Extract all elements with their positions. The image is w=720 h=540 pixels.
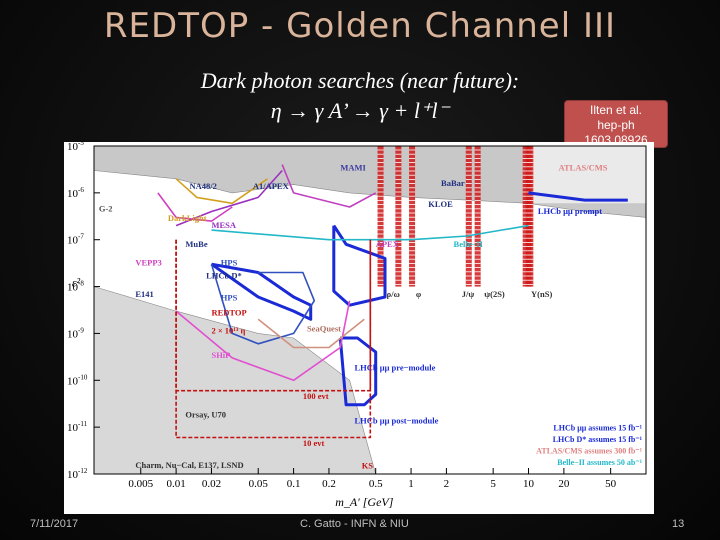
decay-formula: η → γ A’ → γ + l⁺l⁻ — [270, 98, 450, 123]
x-tick-label: 1 — [408, 478, 414, 490]
x-tick-label: 2 — [444, 478, 450, 490]
footer-author: C. Gatto - INFN & NIU — [300, 518, 409, 530]
plot-label: MuBe — [185, 239, 207, 249]
plot-label: ATLAS/CMS — [559, 163, 608, 173]
plot-label: KS — [362, 461, 374, 471]
plot-label: HPS — [221, 258, 238, 268]
y-tick-label: 10-6 — [67, 186, 84, 200]
resonance-band-4 — [474, 146, 481, 287]
plot-label: REDTOP — [211, 308, 246, 318]
plot-label: LHCb D* — [206, 270, 242, 280]
plot-label: G-2 — [99, 204, 113, 214]
footer-page-number: 13 — [672, 518, 685, 530]
y-axis-label: ε² — [72, 276, 81, 290]
slide-subtitle: Dark photon searches (near future): — [200, 68, 520, 93]
series-curve-7 — [281, 164, 377, 208]
x-tick-label: 0.1 — [287, 478, 301, 490]
x-tick-label: 10 — [523, 478, 535, 490]
plot-label: SHiP — [211, 350, 230, 360]
plot-label: LHCb μμ prompt — [538, 206, 602, 216]
plot-label: 2 × 10¹³ η — [211, 325, 245, 335]
y-tick-label: 10-10 — [67, 373, 88, 387]
x-tick-label: 0.5 — [369, 478, 383, 490]
series-curve-8 — [210, 263, 316, 345]
x-tick-label: 0.005 — [128, 478, 153, 490]
plot-label: 100 evt — [303, 391, 329, 401]
plot-label: Orsay, U70 — [185, 410, 226, 420]
plot-label: J/ψ — [462, 289, 475, 299]
footer-date: 7/11/2017 — [30, 518, 79, 530]
y-tick-exponent: -10 — [78, 373, 88, 381]
series-curve-10 — [257, 318, 365, 349]
plot-label: φ — [416, 289, 421, 299]
plot-label: LHCb μμ post−module — [354, 415, 438, 425]
x-tick-label: 0.01 — [166, 478, 185, 490]
legend-entry: LHCb D* assumes 15 fb⁻¹ — [553, 435, 643, 444]
reference-box: Ilten et al. hep-ph 1603.08926 — [564, 100, 668, 148]
series-curve-0 — [332, 224, 387, 307]
plot-label: LHCb μμ pre−module — [354, 363, 435, 373]
plot-label: E141 — [135, 289, 153, 299]
y-tick-label: 10-11 — [67, 420, 88, 434]
plot-label: Υ(nS) — [531, 289, 552, 299]
x-tick-label: 20 — [558, 478, 570, 490]
plot-label: Charm, Nu−Cal, E137, LSND — [135, 460, 243, 470]
resonance-band-3 — [465, 146, 472, 287]
resonance-band-1 — [395, 146, 402, 287]
y-tick-label: 10-7 — [67, 233, 84, 247]
reference-line-2: hep-ph — [597, 118, 635, 132]
slide-title: REDTOP - Golden Channel III — [103, 6, 617, 46]
sensitivity-chart: 10-12 10-11 10-10 10-9 10 -8 10-7 10-6 10-5 0.005… — [64, 139, 654, 514]
reference-line-1: Ilten et al. — [589, 103, 643, 117]
series-curve-6 — [157, 192, 233, 222]
plot-label: VEPP3 — [135, 258, 161, 268]
plot-label: BaBar — [441, 178, 465, 188]
plot-label: ψ(2S) — [484, 289, 505, 299]
y-tick-label: 10-12 — [67, 467, 88, 481]
series-curve-2 — [210, 262, 313, 321]
y-tick-exponent: -12 — [78, 467, 88, 475]
legend-entry: ATLAS/CMS assumes 300 fb⁻¹ — [536, 446, 642, 455]
x-tick-label: 5 — [490, 478, 496, 490]
plot-label: SeaQuest — [307, 323, 341, 333]
y-tick-label: 10-9 — [67, 326, 84, 340]
series-curve-12 — [175, 239, 372, 439]
plot-label: MAMI — [340, 163, 366, 173]
plot-label: ρ/ω — [387, 289, 400, 299]
legend-entry: Belle−II assumes 50 ab⁻¹ — [557, 458, 642, 467]
y-tick-label: 10-5 — [67, 142, 84, 153]
plot-label: KLOE — [428, 199, 453, 209]
y-tick-exponent: -9 — [78, 326, 84, 334]
lhcb-prompt-region — [528, 146, 646, 204]
series-curve-9 — [175, 300, 351, 382]
resonance-band-2 — [409, 146, 416, 287]
plot-label: MESA — [211, 220, 236, 230]
series-curve-3 — [211, 224, 529, 241]
plot-frame — [93, 145, 647, 475]
series-curve-5 — [175, 178, 268, 205]
x-tick-label: 0.02 — [202, 478, 221, 490]
y-tick-exponent: -11 — [78, 420, 88, 428]
series-curve-1 — [338, 336, 378, 407]
x-axis-label: m_A' [GeV] — [335, 495, 394, 509]
y-tick-exponent: -6 — [78, 186, 84, 194]
plot-label: DarkLight — [168, 213, 207, 223]
x-tick-label: 0.05 — [249, 478, 269, 490]
plot-label: 10 evt — [303, 438, 325, 448]
resonance-band-0 — [377, 146, 384, 287]
series-curve-13 — [528, 191, 628, 202]
plot-label: A1/APEX — [253, 181, 290, 191]
y-tick-exponent: -8 — [78, 280, 84, 288]
plot-label: HPS — [221, 293, 238, 303]
plot-label: NA48/2 — [189, 181, 216, 191]
legend-entry: LHCb μμ assumes 15 fb⁻¹ — [553, 423, 642, 432]
plot-label: APEX — [376, 239, 400, 249]
chart-svg: 10-12 10-11 10-10 10-9 10 -8 10-7 10-6 10-5 0.005… — [67, 139, 647, 509]
y-tick-exponent: -7 — [78, 233, 84, 241]
x-tick-label: 0.2 — [322, 478, 336, 490]
x-tick-label: 50 — [605, 478, 617, 490]
y-tick-exponent: -5 — [78, 142, 84, 147]
resonance-band-7 — [527, 146, 534, 287]
plot-label: Belle−II — [454, 239, 484, 249]
